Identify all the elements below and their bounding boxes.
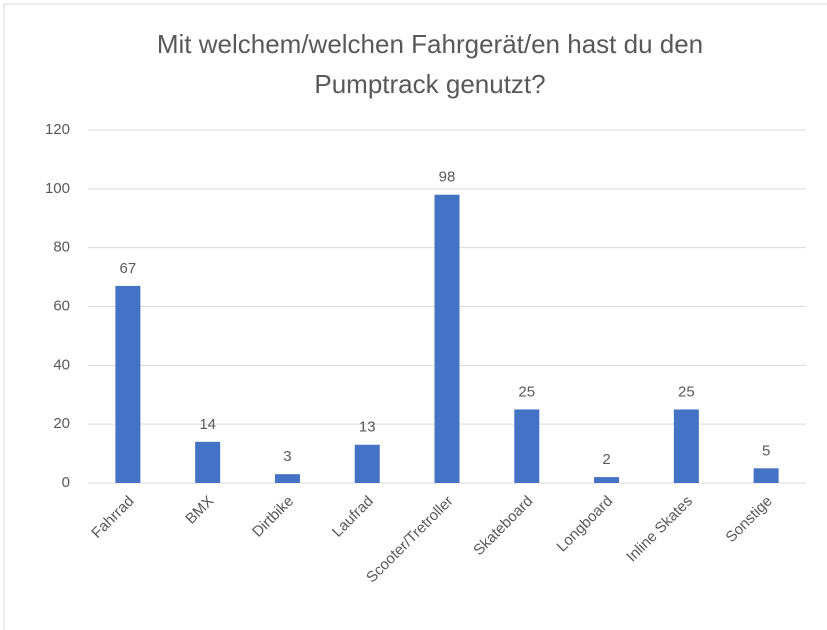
y-tick-label: 80 <box>53 239 70 256</box>
bar <box>434 194 460 483</box>
bar <box>594 477 620 483</box>
bar <box>274 474 300 483</box>
data-label: 13 <box>359 419 376 436</box>
y-tick-label: 40 <box>53 356 70 373</box>
y-tick-label: 120 <box>45 121 70 138</box>
bar <box>673 409 699 483</box>
data-label: 14 <box>199 416 216 433</box>
data-label: 2 <box>602 451 610 468</box>
data-label: 25 <box>678 383 695 400</box>
data-label: 98 <box>439 169 456 186</box>
y-tick-label: 100 <box>45 180 70 197</box>
y-tick-label: 0 <box>62 474 70 491</box>
data-label: 5 <box>762 442 770 459</box>
bar <box>753 468 779 483</box>
chart-frame <box>3 3 827 630</box>
bar <box>514 409 540 483</box>
chart-title: Pumptrack genutzt? <box>314 69 545 99</box>
y-tick-label: 20 <box>53 415 70 432</box>
data-label: 67 <box>120 260 137 277</box>
chart-title: Mit welchem/welchen Fahrgerät/en hast du… <box>157 29 703 59</box>
bar <box>115 285 141 483</box>
y-tick-label: 60 <box>53 297 70 314</box>
data-label: 25 <box>518 383 535 400</box>
bar <box>354 444 380 483</box>
data-label: 3 <box>283 448 291 465</box>
bar <box>195 441 221 483</box>
